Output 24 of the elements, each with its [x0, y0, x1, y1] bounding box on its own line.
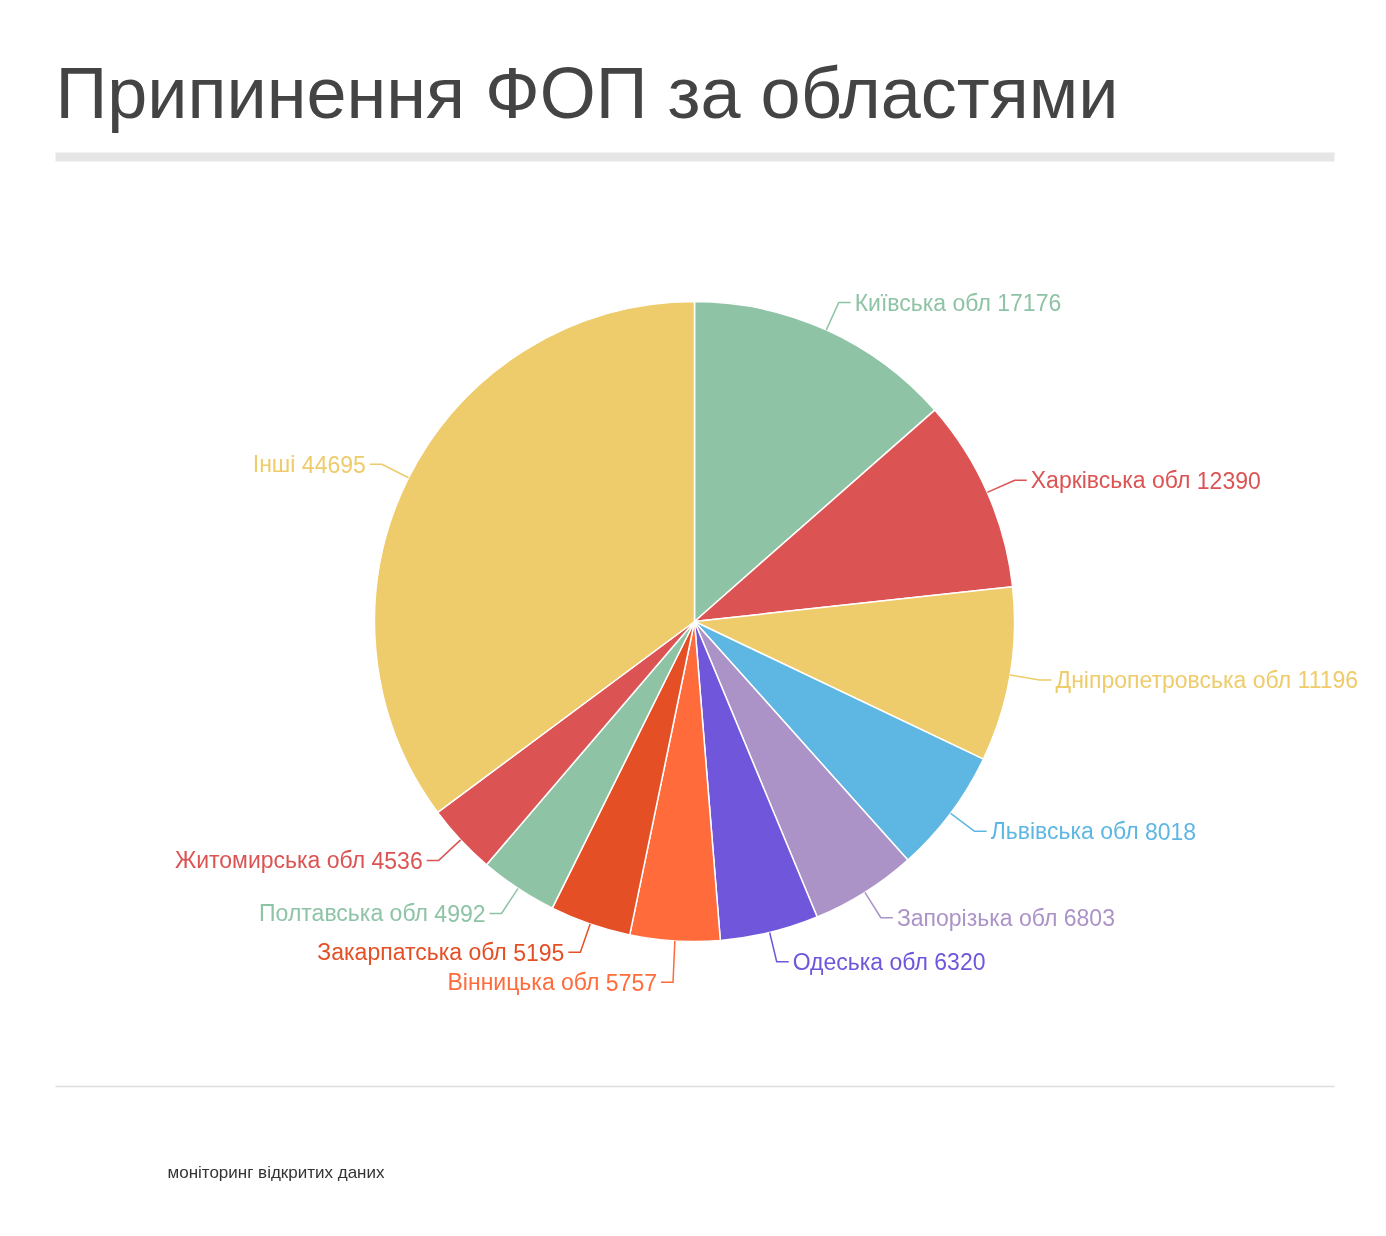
slice-label: Інші — [252, 451, 296, 478]
slice-label: Запорізька обл — [896, 904, 1058, 931]
data-label: 6803 — [1063, 905, 1115, 932]
slice-label: Закарпатська обл — [317, 939, 507, 966]
slice-label: Житомирська обл — [174, 847, 366, 874]
data-label: 8018 — [1144, 818, 1197, 845]
slice-label: Київська обл — [854, 289, 991, 316]
slice-label: Харківська обл — [1030, 467, 1191, 494]
chart-title: Припинення ФОП за областями — [55, 52, 1119, 133]
data-label: 4992 — [434, 900, 486, 927]
text: моніторинг відкритих даних — [167, 1163, 385, 1182]
data-label: 4536 — [371, 847, 423, 874]
data-label: 6320 — [934, 949, 986, 976]
slice-label: Одеська обл — [792, 948, 928, 975]
data-label: 17176 — [997, 290, 1062, 317]
data-label: 44695 — [301, 451, 366, 478]
data-label: 11196 — [1297, 667, 1359, 694]
slice-label: Дніпропетровська обл — [1055, 666, 1292, 693]
slice-label: Вінницька обл — [447, 969, 600, 996]
data-label: 5757 — [605, 969, 658, 996]
slice-label: Львівська обл — [990, 818, 1139, 845]
data-label: 5195 — [513, 939, 565, 966]
data-label: 12390 — [1196, 467, 1261, 494]
slice-label: Полтавська обл — [259, 900, 428, 927]
